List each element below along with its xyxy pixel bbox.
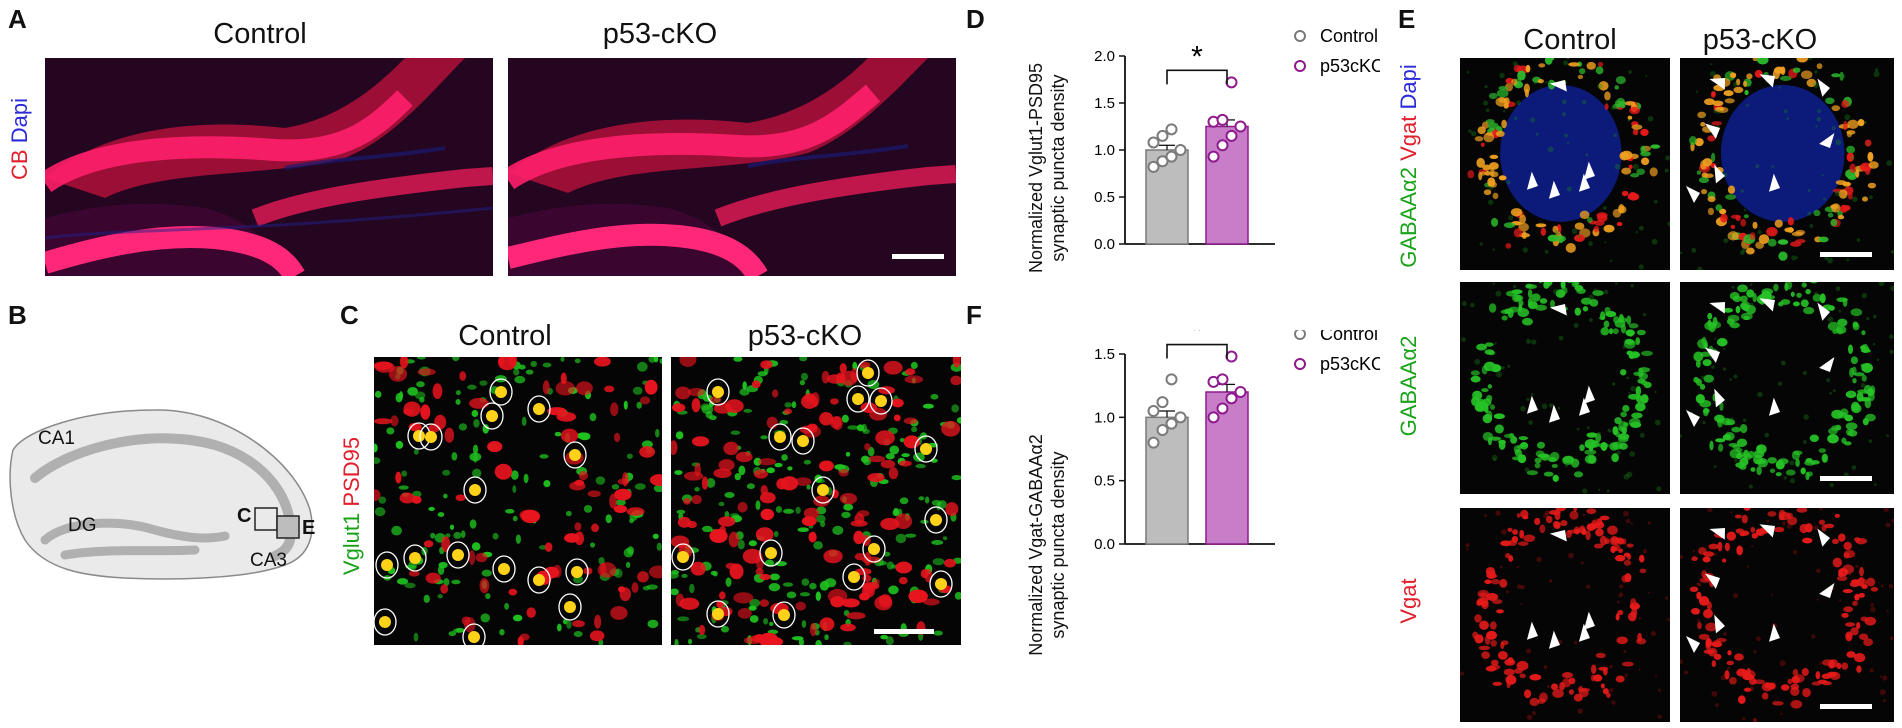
merge-image-cko	[1680, 58, 1894, 270]
data-point	[1165, 417, 1178, 430]
label-dg: DG	[68, 515, 97, 536]
puncta-image-cko	[671, 357, 961, 645]
panel-e-title-cko: p53-cKO	[1702, 24, 1818, 56]
data-point	[1174, 144, 1187, 156]
data-point	[1207, 411, 1220, 424]
data-point	[1225, 350, 1238, 363]
data-point	[1165, 123, 1178, 136]
bar-p53cko	[1205, 125, 1249, 245]
legend-label: Control	[1320, 330, 1378, 344]
data-point	[1225, 392, 1238, 405]
data-point	[1165, 373, 1178, 386]
stain-vgat: Vgat	[1396, 109, 1421, 161]
y-tick-label: 0.0	[1094, 236, 1115, 253]
panel-letter-d: D	[966, 4, 985, 34]
data-point	[1147, 436, 1160, 449]
label-ca3: CA3	[250, 550, 287, 571]
data-point	[1156, 129, 1169, 142]
hippocampus-image-control	[45, 58, 493, 276]
panel-letter-a: A	[8, 4, 27, 34]
data-point	[1147, 160, 1160, 173]
data-point	[1234, 120, 1247, 133]
gabaa-image-control	[1460, 282, 1670, 494]
data-point	[1216, 113, 1229, 126]
significance-star: *	[1191, 40, 1203, 73]
bar-control	[1145, 416, 1189, 545]
data-point	[1216, 373, 1229, 386]
label-ca1: CA1	[38, 428, 75, 449]
vgat-image-cko	[1680, 508, 1894, 722]
scale-bar	[892, 254, 944, 259]
stain-gabaa: GABAAα2	[1396, 160, 1421, 268]
legend-label: p53cKO	[1320, 354, 1380, 374]
panel-a-title-control: Control	[213, 18, 307, 50]
significance-bracket	[1166, 343, 1228, 359]
y-tick-label: 0.0	[1094, 536, 1115, 553]
y-tick-label: 0.5	[1094, 473, 1115, 490]
panel-letter-b: B	[8, 300, 27, 330]
chart-d: 0.0 0.5 1.0 1.5 2.0 * Control p53cKO	[1094, 26, 1380, 253]
chart-f: 0.0 0.5 1.0 1.5 * Control p53cKO	[1094, 330, 1380, 553]
data-point	[1225, 129, 1238, 142]
scale-bar	[1820, 476, 1872, 481]
stain-gabaa: GABAAα2	[1396, 335, 1421, 437]
data-point	[1147, 136, 1160, 149]
merge-image-control	[1460, 58, 1670, 270]
y-tick-label: 2.0	[1094, 48, 1115, 65]
data-point	[1156, 396, 1169, 409]
scale-bar	[1820, 252, 1872, 257]
gabaa-image-cko	[1680, 282, 1894, 494]
legend-marker	[1294, 358, 1306, 370]
data-point	[1156, 424, 1169, 436]
y-tick-label: 1.0	[1094, 409, 1115, 426]
data-point	[1156, 155, 1169, 168]
legend-marker	[1294, 330, 1306, 340]
legend-label: Control	[1320, 26, 1378, 46]
panel-a-title-cko: p53-cKO	[602, 18, 718, 50]
data-point	[1234, 386, 1247, 398]
data-point	[1216, 139, 1229, 152]
panel-e-title-control: Control	[1523, 24, 1617, 56]
legend-marker	[1294, 30, 1306, 42]
data-point	[1174, 411, 1187, 424]
vgat-image-control	[1460, 508, 1670, 722]
scale-bar	[874, 629, 934, 634]
hippocampus-image-cko	[508, 58, 956, 276]
legend-label: p53cKO	[1320, 56, 1380, 76]
data-point	[1165, 150, 1178, 163]
data-point	[1216, 402, 1229, 415]
hippocampus-schematic	[5, 390, 325, 590]
significance-star: *	[1191, 330, 1203, 348]
y-tick-label: 1.5	[1094, 346, 1115, 363]
panel-letter-f: F	[966, 300, 982, 330]
panel-letter-e: E	[1398, 4, 1416, 34]
label-box-c: C	[237, 505, 252, 527]
legend-marker	[1294, 60, 1306, 72]
puncta-image-control	[374, 357, 662, 645]
y-tick-label: 1.0	[1094, 142, 1115, 159]
data-point	[1225, 76, 1238, 89]
label-box-e: E	[302, 517, 316, 539]
stain-psd95: PSD95	[339, 436, 364, 507]
data-point	[1147, 405, 1160, 417]
y-tick-label: 0.5	[1094, 189, 1115, 206]
scale-bar	[1820, 704, 1872, 709]
stain-dapi: Dapi	[7, 98, 32, 144]
y-tick-label: 1.5	[1094, 95, 1115, 112]
panel-c-title-cko: p53-cKO	[747, 320, 863, 352]
stain-vgat: Vgat	[1396, 578, 1421, 624]
panel-letter-c: C	[340, 300, 359, 330]
stain-cb: CB	[7, 143, 32, 180]
data-point	[1207, 150, 1220, 163]
stain-dapi: Dapi	[1396, 64, 1421, 110]
significance-bracket	[1166, 69, 1228, 85]
stain-vglut1: Vglut1	[339, 506, 364, 576]
panel-c-title-control: Control	[458, 320, 552, 352]
